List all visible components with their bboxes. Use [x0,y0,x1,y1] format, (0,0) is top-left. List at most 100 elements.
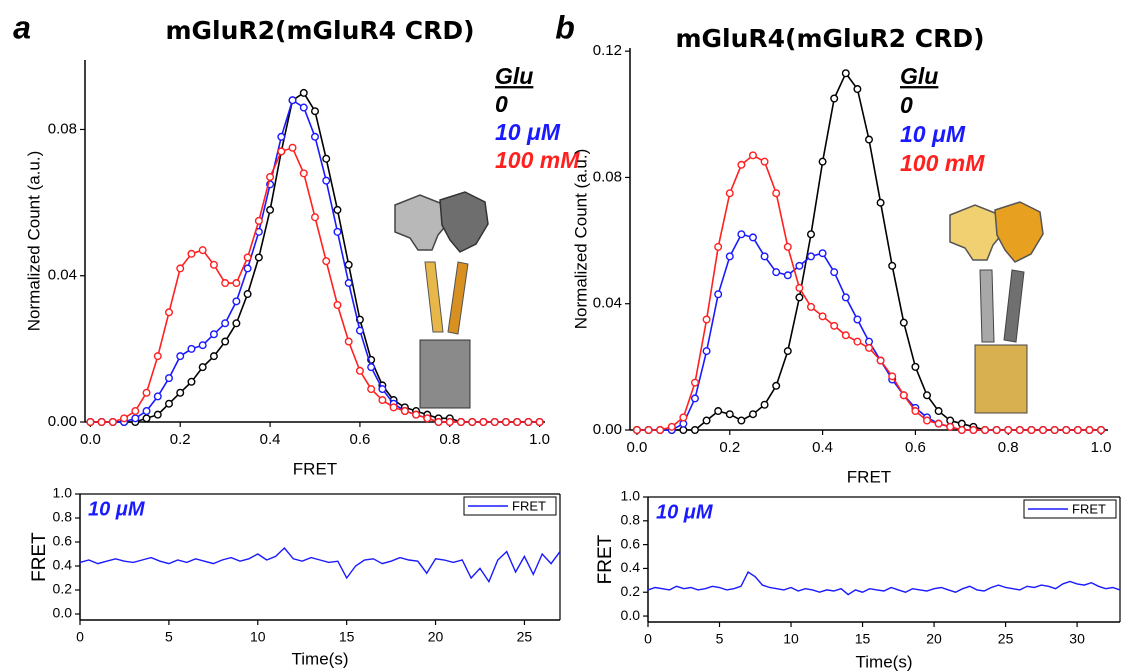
marker [725,189,734,198]
x-tick-label: 25 [998,631,1014,647]
marker [818,157,827,166]
series-line [79,546,561,584]
y-axis-label: FRET [595,534,616,584]
marker [176,352,185,361]
marker [853,337,862,346]
marker [344,337,353,346]
marker [254,216,263,225]
marker [888,261,897,270]
marker [783,242,792,251]
marker [479,418,488,427]
marker [772,381,781,390]
marker [299,103,308,112]
marker [923,391,932,400]
marker [165,308,174,317]
marker [142,414,151,423]
marker [1015,426,1024,435]
receptor-cartoon-a [394,191,489,409]
y-tick-label: 1.0 [621,488,641,504]
y-tick-label: 0.04 [48,267,77,284]
legend-entry: 100 mM [495,147,580,173]
marker [232,279,241,288]
marker [108,418,117,427]
panel: 0.00 0.04 0.08 0.12 0.0 0.2 0.4 0.6 0.8 1.0 FRET No… [555,9,1111,486]
marker [355,326,364,335]
y-axis-label: Normalized Count (a.u.) [571,149,590,329]
marker [198,341,207,350]
y-tick-label: 0.8 [53,509,73,525]
marker [1097,426,1106,435]
series-line [90,98,540,423]
y-tick-label: 0.08 [593,168,622,185]
marker [714,290,723,299]
marker [266,205,275,214]
marker [737,230,746,239]
marker [456,418,465,427]
marker [992,426,1001,435]
panel-label: a [13,9,31,45]
marker [243,253,252,262]
x-tick-label: 0 [644,631,652,647]
x-tick-label: 15 [339,629,355,645]
y-tick-label: 0.4 [53,557,73,573]
x-tick-label: 15 [855,631,871,647]
legend-entry: 10 μM [900,121,966,147]
marker [795,261,804,270]
marker [221,279,230,288]
marker [737,160,746,169]
marker [783,347,792,356]
y-tick-label: 0.0 [53,605,73,621]
marker [277,147,286,156]
y-tick-label: 0.6 [53,533,73,549]
marker [841,293,850,302]
marker [176,264,185,273]
marker [165,374,174,383]
marker [400,407,409,416]
series-line [637,233,1101,431]
marker [322,176,331,185]
marker [853,315,862,324]
marker [333,227,342,236]
chart-title: mGluR2(mGluR4 CRD) [165,16,474,45]
x-tick-label: 10 [250,629,266,645]
marker [131,407,140,416]
marker [513,418,522,427]
marker [934,407,943,416]
marker [378,396,387,405]
series-line [637,154,1101,431]
marker [760,400,769,409]
y-tick-label: 0.6 [621,535,641,551]
marker [656,426,665,435]
x-tick-label: 1.0 [529,431,550,448]
marker [725,410,734,419]
x-tick-label: 0.0 [627,439,648,456]
marker [389,403,398,412]
marker [702,315,711,324]
marker [957,426,966,435]
marker [714,242,723,251]
marker [714,407,723,416]
y-axis-label: Normalized Count (a.u.) [24,151,43,331]
marker [702,347,711,356]
legend-entry: 0 [495,91,508,117]
marker [772,189,781,198]
marker [981,426,990,435]
marker [795,283,804,292]
y-tick-label: 0.00 [48,413,77,430]
legend-entry: 10 μM [495,119,561,145]
marker [142,388,151,397]
y-tick-label: 0.8 [621,512,641,528]
x-tick-label: 0.2 [719,439,740,456]
y-tick-label: 0.04 [593,295,622,312]
marker [209,352,218,361]
marker [153,352,162,361]
legend-title: Glu [495,63,533,89]
marker [187,377,196,386]
x-tick-label: 0.0 [80,431,101,448]
marker [423,414,432,423]
marker [725,252,734,261]
x-tick-label: 0.6 [905,439,926,456]
marker [288,143,297,152]
x-tick-label: 0.4 [812,439,833,456]
